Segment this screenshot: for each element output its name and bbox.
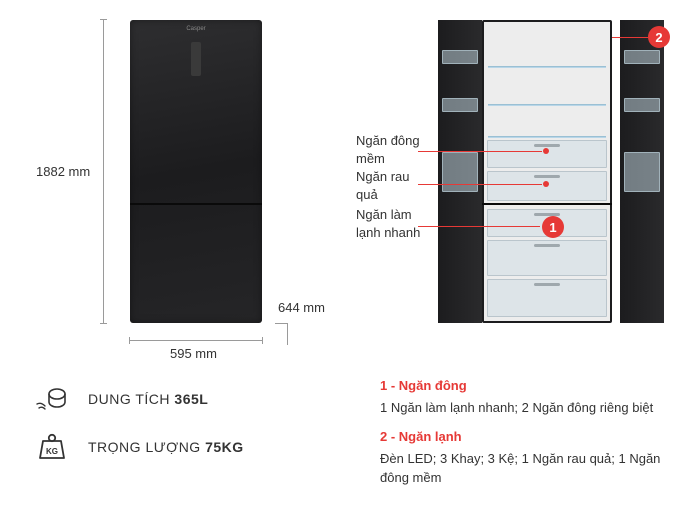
- door-upper-left: [438, 20, 482, 203]
- brand-label: Casper: [186, 26, 205, 32]
- door-shelf: [442, 152, 478, 192]
- leader-line: [612, 37, 648, 38]
- spec-weight-prefix: TRỌNG LƯỢNG: [88, 439, 205, 455]
- fridge-closed-illustration: Casper: [130, 20, 262, 323]
- leader-line: [418, 184, 542, 185]
- shelf: [488, 136, 606, 138]
- spec-weight-text: TRỌNG LƯỢNG 75KG: [88, 439, 244, 455]
- shelf: [488, 104, 606, 106]
- soft-freeze-drawer: [487, 140, 607, 168]
- specs-block: DUNG TÍCH 365L KG TRỌNG LƯỢNG 75KG: [34, 384, 244, 480]
- dim-height-line: [103, 20, 104, 323]
- badge-fridge: 2: [648, 26, 670, 48]
- svg-text:KG: KG: [46, 447, 58, 456]
- dim-tick: [129, 337, 130, 344]
- desc-freezer-body: 1 Ngăn làm lạnh nhanh; 2 Ngăn đông riêng…: [380, 398, 670, 418]
- dim-depth-label: 644 mm: [278, 300, 325, 315]
- desc-fridge-body: Đèn LED; 3 Khay; 3 Kệ; 1 Ngăn rau quả; 1…: [380, 449, 670, 488]
- dim-height-label: 1882 mm: [36, 164, 90, 179]
- spec-capacity-text: DUNG TÍCH 365L: [88, 391, 208, 407]
- callout-soft-freeze: Ngăn đông mềm: [356, 132, 426, 167]
- dim-tick: [262, 337, 263, 344]
- left-panel: Casper 1882 mm 595 mm 644 mm: [0, 0, 348, 522]
- leader-line: [418, 151, 542, 152]
- dim-width-line: [130, 340, 262, 341]
- dim-width-label: 595 mm: [170, 346, 217, 361]
- weight-icon: KG: [34, 432, 70, 462]
- callout-dot: [543, 181, 549, 187]
- badge-freezer: 1: [542, 216, 564, 238]
- freezer-drawer: [487, 240, 607, 276]
- spec-capacity-prefix: DUNG TÍCH: [88, 391, 174, 407]
- fridge-open-illustration: 2 1 Ngăn đông mềm Ngăn rau quả Ngăn làm …: [426, 20, 658, 323]
- spec-capacity-value: 365L: [174, 391, 208, 407]
- spec-weight: KG TRỌNG LƯỢNG 75KG: [34, 432, 244, 462]
- callout-quick-cool: Ngăn làm lạnh nhanh: [356, 206, 426, 241]
- door-shelf: [624, 152, 660, 192]
- door-shelf: [442, 50, 478, 64]
- leader-line: [418, 226, 540, 227]
- right-panel: 2 1 Ngăn đông mềm Ngăn rau quả Ngăn làm …: [348, 0, 696, 522]
- dim-depth-line: [287, 323, 288, 345]
- product-infographic: Casper 1882 mm 595 mm 644 mm: [0, 0, 696, 522]
- dim-tick: [100, 19, 107, 20]
- spec-capacity: DUNG TÍCH 365L: [34, 384, 244, 414]
- door-shelf: [624, 50, 660, 64]
- freezer-drawer: [487, 279, 607, 317]
- dim-depth-line: [275, 323, 287, 324]
- dim-tick: [100, 323, 107, 324]
- callout-veggie: Ngăn rau quả: [356, 168, 426, 203]
- callout-dot: [543, 148, 549, 154]
- descriptions: 1 - Ngăn đông 1 Ngăn làm lạnh nhanh; 2 N…: [380, 376, 670, 488]
- spec-weight-value: 75KG: [205, 439, 244, 455]
- door-shelf: [442, 98, 478, 112]
- door-lower-right: [620, 203, 664, 323]
- fridge-interior: [482, 20, 612, 323]
- desc-freezer-title: 1 - Ngăn đông: [380, 376, 670, 396]
- shelf: [488, 66, 606, 68]
- capacity-icon: [34, 384, 70, 414]
- door-shelf: [624, 98, 660, 112]
- door-lower-left: [438, 203, 482, 323]
- fridge-display: [191, 42, 201, 76]
- desc-fridge-title: 2 - Ngăn lạnh: [380, 427, 670, 447]
